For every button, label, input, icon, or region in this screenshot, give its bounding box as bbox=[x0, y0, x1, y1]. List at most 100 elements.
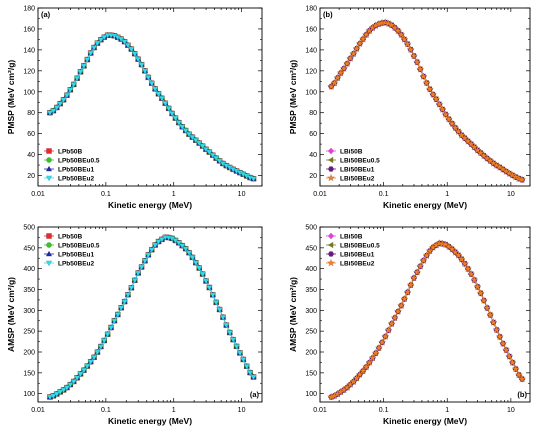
data-point bbox=[168, 111, 176, 117]
data-point bbox=[243, 364, 250, 370]
data-point bbox=[492, 325, 501, 334]
data-point bbox=[470, 143, 479, 151]
data-point bbox=[476, 148, 485, 157]
data-point bbox=[463, 264, 472, 273]
data-point bbox=[413, 57, 422, 66]
legend-label: LPb50BEu2 bbox=[58, 175, 95, 182]
legend-marker bbox=[327, 166, 335, 172]
data-point bbox=[505, 352, 514, 360]
legend-label: LPb50BEu0.5 bbox=[58, 157, 100, 164]
data-point bbox=[148, 247, 155, 254]
legend-marker bbox=[327, 232, 335, 240]
y-tick-label: 100 bbox=[23, 89, 35, 96]
y-tick-label: 350 bbox=[305, 287, 317, 294]
legend-marker bbox=[46, 233, 52, 239]
data-point bbox=[384, 325, 393, 334]
data-point bbox=[467, 139, 476, 148]
data-point bbox=[53, 391, 60, 398]
data-point bbox=[247, 370, 254, 376]
series-LPb50BEu2 bbox=[46, 235, 257, 401]
data-point bbox=[213, 300, 220, 306]
legend-item: LBi50BEu1 bbox=[326, 251, 375, 258]
y-tick-label: 180 bbox=[305, 6, 317, 13]
data-point bbox=[233, 344, 240, 350]
legend-item: LBi50BEu1 bbox=[326, 166, 375, 173]
legend-item: LBi50BEu0.5 bbox=[326, 156, 380, 164]
data-point bbox=[250, 374, 257, 381]
series-group bbox=[327, 18, 527, 184]
data-point bbox=[359, 366, 368, 375]
legend: LBi50B LBi50BEu0.5 LBi50BEu1 LBi50BEu2 bbox=[326, 147, 380, 182]
data-point bbox=[192, 138, 199, 144]
data-point bbox=[199, 271, 206, 278]
y-axis: 100 150 200 250 300 350 400 450 500 bbox=[23, 225, 262, 398]
data-point bbox=[131, 278, 138, 284]
data-point bbox=[50, 108, 57, 114]
data-point bbox=[368, 353, 377, 362]
data-point bbox=[185, 250, 193, 257]
data-point bbox=[216, 158, 223, 165]
legend-marker bbox=[327, 147, 335, 155]
legend-label: LPb50BEu1 bbox=[58, 251, 95, 258]
data-point bbox=[165, 106, 172, 112]
series-LBi50BEu2 bbox=[327, 18, 527, 184]
data-point bbox=[196, 265, 203, 272]
data-point bbox=[422, 251, 431, 259]
data-point bbox=[80, 368, 87, 374]
data-point bbox=[189, 255, 196, 261]
data-point bbox=[94, 349, 101, 356]
legend-label: LPb50BEu0.5 bbox=[58, 242, 100, 249]
y-tick-label: 140 bbox=[305, 47, 317, 54]
data-point bbox=[381, 332, 390, 340]
data-point bbox=[406, 280, 415, 289]
series-group bbox=[327, 239, 527, 401]
data-point bbox=[400, 35, 409, 43]
data-point bbox=[73, 375, 81, 382]
legend-marker bbox=[45, 175, 53, 182]
data-point bbox=[508, 171, 517, 179]
panel-label: (a) bbox=[41, 10, 51, 19]
data-point bbox=[495, 163, 504, 171]
y-tick-label: 100 bbox=[23, 391, 35, 398]
y-axis-label: AMSP (MeV cm²/g) bbox=[6, 277, 16, 352]
data-point bbox=[467, 269, 476, 278]
legend-label: LBi50BEu2 bbox=[340, 175, 375, 182]
x-axis: 0.01 0.1 1 10 bbox=[31, 227, 263, 414]
data-point bbox=[141, 258, 149, 265]
y-tick-label: 300 bbox=[23, 308, 35, 315]
data-point bbox=[121, 39, 128, 45]
x-axis-label: Kinetic energy (MeV) bbox=[383, 200, 467, 210]
legend-marker bbox=[46, 242, 52, 248]
legend-item: LPb50BEu1 bbox=[44, 250, 95, 258]
data-point bbox=[46, 394, 54, 401]
data-point bbox=[162, 101, 169, 107]
legend-item: LBi50BEu0.5 bbox=[326, 241, 380, 249]
y-tick-label: 250 bbox=[23, 329, 35, 336]
legend-label: LBi50BEu1 bbox=[340, 166, 375, 173]
data-point bbox=[495, 332, 504, 341]
data-point bbox=[365, 358, 374, 366]
data-point bbox=[135, 56, 142, 63]
data-point bbox=[397, 301, 406, 310]
data-point bbox=[460, 259, 469, 268]
data-point bbox=[101, 34, 108, 41]
panel-label: (b) bbox=[323, 10, 333, 19]
data-point bbox=[476, 289, 485, 297]
data-point bbox=[94, 40, 101, 47]
y-tick-label: 80 bbox=[27, 110, 35, 117]
data-point bbox=[479, 296, 488, 304]
data-point bbox=[432, 95, 441, 103]
legend-marker bbox=[327, 156, 334, 164]
y-tick-label: 400 bbox=[23, 266, 35, 273]
data-point bbox=[67, 87, 74, 94]
data-point bbox=[425, 246, 434, 255]
data-point bbox=[514, 370, 523, 379]
data-point bbox=[489, 159, 498, 167]
data-point bbox=[400, 294, 409, 303]
x-tick-label: 0.1 bbox=[101, 407, 111, 414]
legend-label: LBi50BEu2 bbox=[340, 260, 375, 267]
x-axis: 0.01 0.1 1 10 bbox=[313, 227, 531, 414]
data-point bbox=[371, 348, 380, 357]
data-point bbox=[463, 137, 472, 145]
